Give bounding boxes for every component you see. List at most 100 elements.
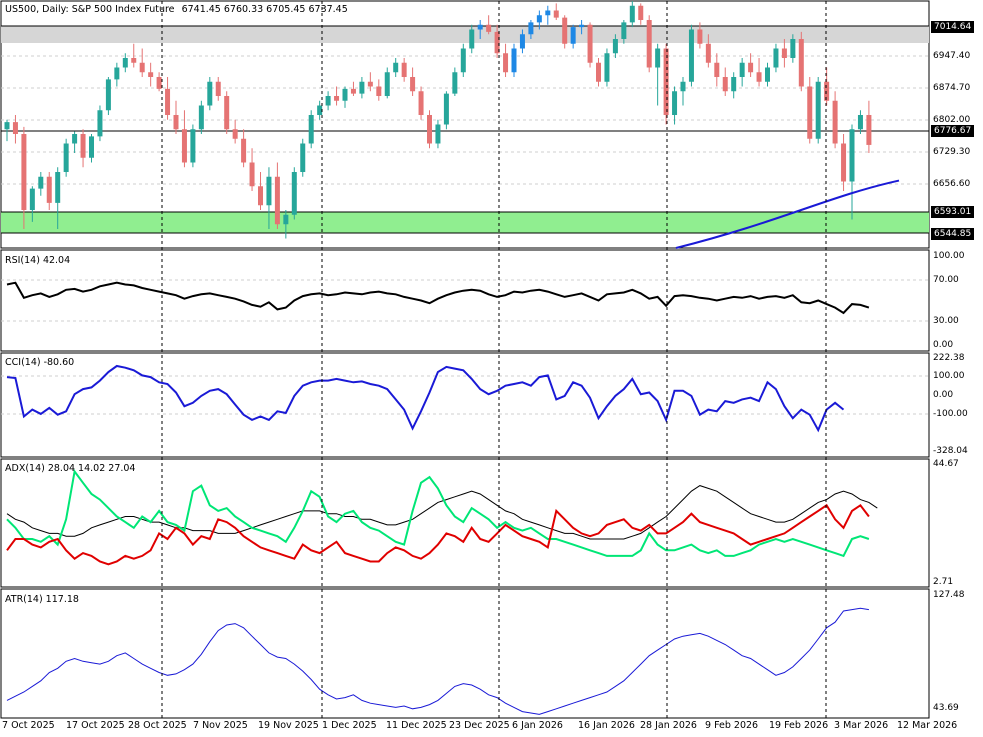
candle (190, 124, 196, 168)
pane-frame (0, 588, 930, 719)
candle (781, 39, 787, 68)
candle-body (435, 124, 441, 144)
candle (165, 77, 171, 120)
candle (393, 58, 399, 77)
date-axis-label: 19 Feb 2026 (769, 720, 829, 731)
candle (765, 62, 770, 87)
candle (562, 15, 568, 49)
candle (46, 172, 52, 210)
candle (443, 91, 449, 130)
candle (410, 67, 416, 96)
candle-body (224, 96, 230, 130)
candle (55, 167, 61, 229)
candle (807, 77, 813, 144)
date-axis-label: 12 Mar 2026 (897, 720, 958, 731)
candle (866, 100, 872, 153)
candle-body (46, 176, 52, 203)
pane-frame (0, 458, 930, 588)
candle-body (545, 10, 551, 16)
candle (72, 131, 78, 153)
candle (756, 58, 762, 87)
candle (824, 67, 830, 106)
symbol-header: US500, Daily: S&P 500 Index Future 6741.… (5, 4, 348, 15)
candle (131, 43, 137, 68)
timeframe: Daily (42, 4, 66, 15)
date-axis-label: 6 Jan 2026 (512, 720, 563, 731)
candle-body (249, 162, 255, 187)
candle-body (866, 115, 872, 145)
candle-body (528, 22, 534, 35)
candle-body (621, 22, 627, 39)
candle (21, 126, 27, 229)
candle-body (587, 24, 593, 63)
price-axis-label: 6947.40 (933, 51, 971, 61)
adx-main-line (6, 485, 878, 540)
candle-body (663, 48, 669, 115)
candle-body (536, 15, 542, 23)
candle-body (460, 48, 466, 73)
date-axis-label: 11 Dec 2025 (386, 720, 447, 731)
candle-body (672, 91, 678, 115)
candle (536, 10, 542, 30)
candle (663, 43, 669, 125)
candle-body (4, 122, 10, 130)
candle-body (283, 214, 289, 225)
candle (503, 43, 509, 77)
candle-body (63, 143, 69, 172)
symbol-name: US500 (5, 4, 37, 15)
candle (553, 3, 559, 20)
candle-body (511, 48, 517, 73)
candle (325, 91, 331, 111)
candle-body (122, 58, 128, 68)
candle (334, 86, 340, 106)
adx-axis-label: 44.67 (933, 459, 959, 469)
date-axis-label: 7 Oct 2025 (2, 720, 55, 731)
candle-body (612, 39, 618, 54)
candle (274, 162, 280, 229)
adx-series (6, 469, 878, 566)
candle-body (291, 172, 297, 215)
candle-body (570, 27, 576, 44)
candle-body (418, 91, 424, 115)
candle (114, 62, 120, 87)
candle (122, 53, 128, 73)
rsi-series (6, 281, 870, 315)
date-axis-label: 16 Jan 2026 (578, 720, 635, 731)
candle (342, 86, 348, 108)
candle-body (105, 79, 111, 111)
candle (283, 210, 289, 239)
candle-body (443, 93, 449, 125)
candle (435, 119, 441, 149)
candle-body (494, 31, 500, 54)
candle-body (807, 86, 813, 139)
candle (350, 81, 356, 96)
candle (198, 100, 204, 134)
date-axis-label: 28 Jan 2026 (640, 720, 697, 731)
current-price-tag: 6776.67 (931, 125, 975, 137)
candle-body (38, 176, 44, 189)
candle (638, 3, 644, 25)
adx-plus-di-line (6, 469, 870, 558)
moving-average-line (675, 179, 900, 249)
candle-body (739, 62, 745, 77)
candle-body (274, 176, 280, 225)
pane-frame (0, 352, 930, 458)
candle (545, 5, 551, 25)
candle-body (629, 5, 635, 23)
candle-body (841, 143, 847, 182)
candle (80, 129, 86, 168)
candle (849, 124, 855, 220)
candle-body (334, 96, 340, 101)
candle (798, 31, 804, 92)
date-axis-label: 17 Oct 2025 (66, 720, 125, 731)
candle (207, 77, 213, 111)
candle-body (562, 17, 568, 44)
candle (596, 58, 601, 87)
adx-axis-label: 2.71 (933, 577, 954, 587)
candle (241, 129, 247, 168)
candle-body (849, 129, 855, 182)
candle-body (697, 29, 703, 44)
candle-body (579, 24, 585, 28)
candle-body (401, 62, 407, 77)
